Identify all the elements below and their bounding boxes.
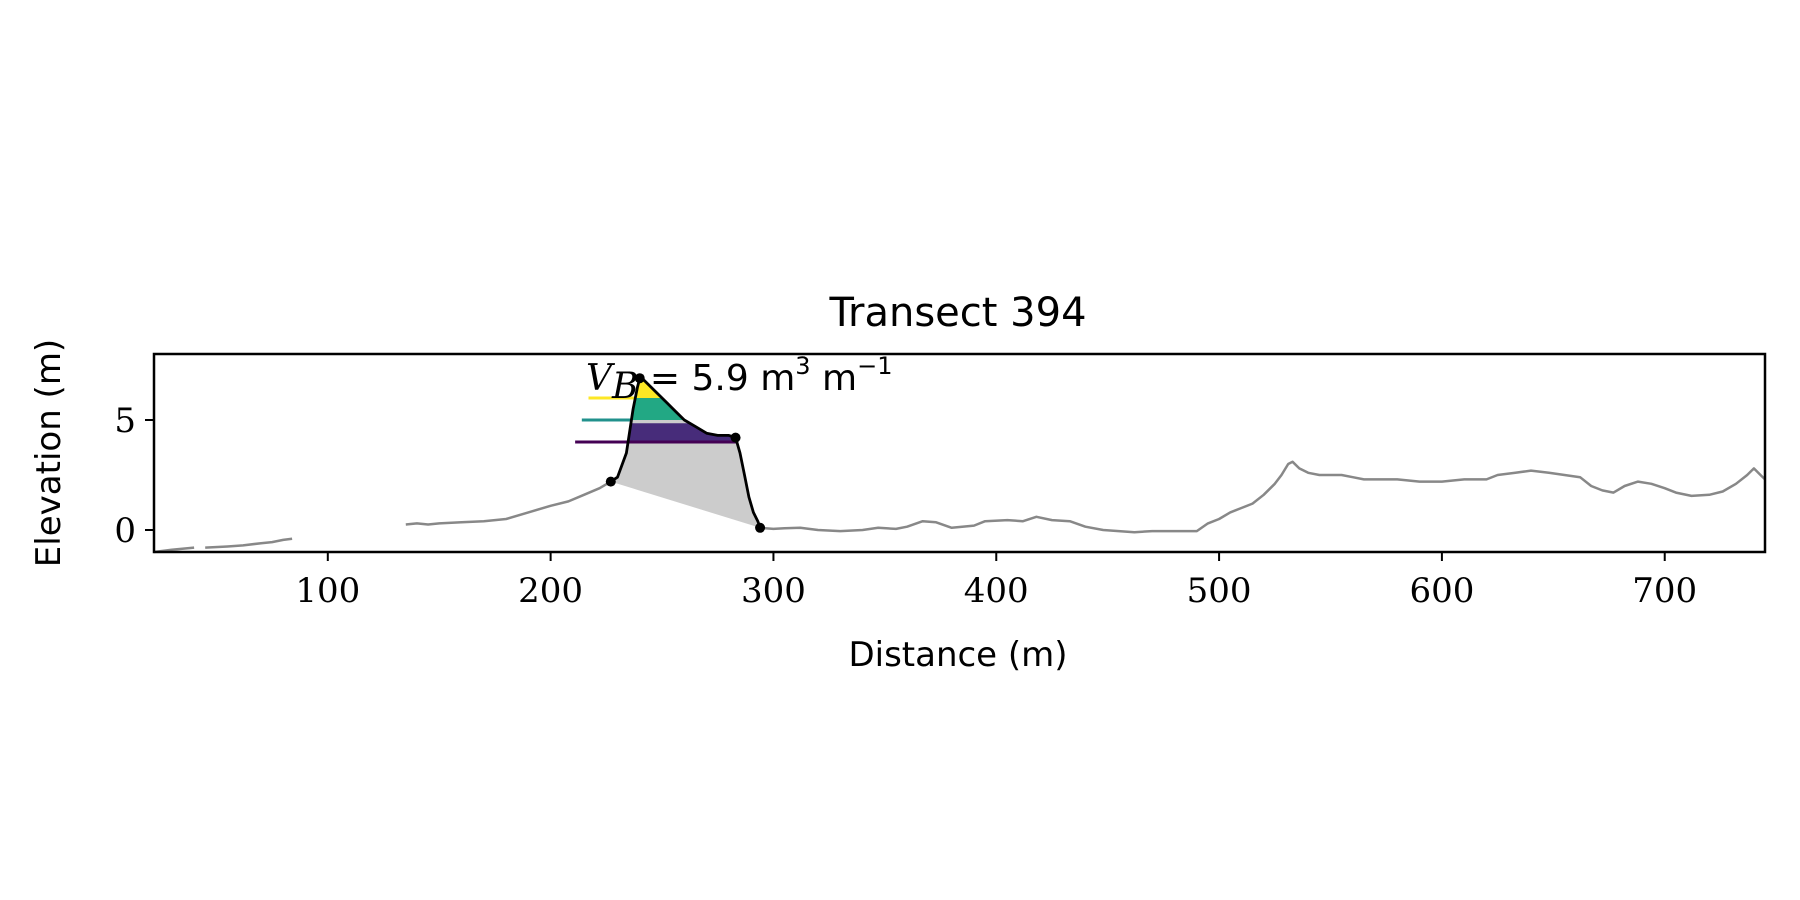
volume-symbol: V <box>586 358 616 399</box>
x-tick-label: 100 <box>295 571 360 611</box>
dune-marker-3 <box>730 432 741 443</box>
x-tick-label: 600 <box>1409 571 1474 611</box>
profile-segment-4 <box>759 460 1766 534</box>
x-tick-label: 500 <box>1187 571 1252 611</box>
band-fill-low <box>628 423 737 442</box>
y-axis-ticks: 05 <box>114 401 154 551</box>
y-tick-label: 0 <box>114 511 136 551</box>
y-axis-label: Elevation (m) <box>29 339 69 567</box>
x-tick-label: 200 <box>518 571 583 611</box>
axes-frame <box>152 352 1767 554</box>
unit-mid: m <box>811 358 858 399</box>
unit-exponent-1: 3 <box>795 352 810 380</box>
dune-marker-2 <box>634 373 645 384</box>
band-fill-mid <box>631 398 685 420</box>
volume-annotation: VB = 5.9 m3 m−1 <box>586 352 892 407</box>
x-axis-ticks: 100 200 300 400 500 600 700 <box>295 552 1697 611</box>
x-tick-label: 300 <box>741 571 806 611</box>
plot-area <box>153 373 1766 554</box>
y-tick-label: 5 <box>114 401 136 441</box>
volume-value: = 5.9 m <box>638 358 795 399</box>
chart-title: Transect 394 <box>828 290 1086 336</box>
dune-marker-1 <box>605 476 616 487</box>
x-tick-label: 400 <box>964 571 1029 611</box>
x-axis-label: Distance (m) <box>848 635 1067 675</box>
dune-marker-4 <box>755 522 766 533</box>
dune-profile-line <box>610 376 762 529</box>
unit-exponent-2: −1 <box>857 352 892 380</box>
x-tick-label: 700 <box>1632 571 1697 611</box>
profile-segment-3 <box>405 480 612 526</box>
volume-subscript: B <box>611 366 638 407</box>
profile-segment-2 <box>205 537 293 549</box>
